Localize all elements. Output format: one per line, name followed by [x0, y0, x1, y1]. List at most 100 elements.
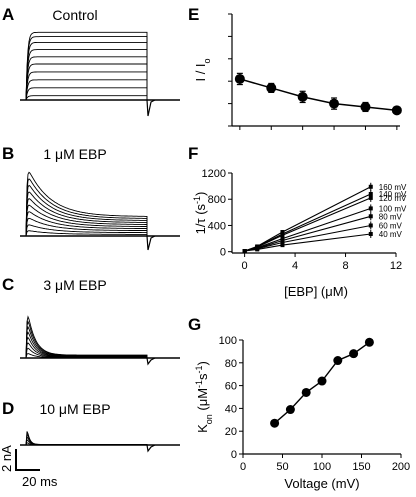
data-point	[329, 98, 340, 109]
y-tick-label: 1200	[202, 168, 226, 180]
data-point	[285, 405, 295, 415]
y-tick-label: 100	[219, 335, 237, 347]
current-trace	[20, 56, 180, 101]
panel-label-e: E	[188, 5, 199, 24]
current-trace	[20, 432, 180, 446]
series-label: 80 mV	[379, 212, 403, 221]
scale-bar: 2 nA 20 ms	[0, 445, 58, 489]
series-line	[244, 224, 371, 252]
data-point	[242, 249, 247, 254]
series-line	[244, 233, 371, 252]
x-tick-label: 50	[276, 461, 288, 473]
current-trace	[20, 224, 180, 237]
data-point	[333, 356, 343, 366]
x-tick-label: 100	[313, 461, 331, 473]
y-axis-label: 1/τ (s-1)	[192, 192, 208, 235]
x-tick-label: 0	[242, 260, 248, 272]
current-trace	[20, 435, 180, 446]
current-trace	[20, 31, 180, 101]
current-trace	[20, 204, 180, 237]
data-point	[360, 101, 371, 112]
x-tick-label: 200	[392, 461, 410, 473]
data-point	[280, 233, 285, 238]
data-point	[234, 73, 245, 84]
current-trace	[20, 178, 180, 237]
current-trace	[20, 49, 180, 101]
y-tick-label: 400	[208, 220, 226, 232]
tail-current	[146, 357, 156, 366]
current-trace	[20, 315, 180, 359]
y-tick-label: 800	[208, 194, 226, 206]
data-point	[364, 337, 374, 347]
tail-current	[146, 235, 156, 251]
data-point	[391, 105, 402, 116]
data-point	[280, 243, 285, 248]
series-label: 60 mV	[379, 221, 403, 230]
tail-current	[146, 444, 156, 453]
current-trace	[20, 87, 180, 101]
data-point	[349, 349, 359, 359]
current-trace	[20, 217, 180, 237]
scale-bar-current-label: 2 nA	[0, 445, 14, 472]
y-axis-label: I / Io	[193, 58, 212, 81]
panel-label-b: B	[2, 144, 14, 163]
data-point	[301, 387, 311, 397]
y-axis-label: Kon (μM-1s-1)	[194, 361, 214, 433]
series-label: 120 mV	[379, 194, 407, 203]
y-tick-label: 0	[231, 449, 237, 461]
trace-title-1um: 1 μM EBP	[43, 146, 106, 162]
current-traces-10um	[20, 431, 180, 453]
current-traces-control	[20, 31, 180, 117]
trace-title-control: Control	[52, 7, 97, 23]
current-trace	[20, 191, 180, 237]
x-tick-label: 8	[342, 260, 348, 272]
panel-label-d: D	[2, 399, 14, 418]
data-point	[266, 82, 277, 93]
current-traces-3um	[20, 315, 180, 366]
series-label: 100 mV	[379, 204, 407, 213]
panel-label-g: G	[188, 315, 201, 334]
current-trace	[20, 95, 180, 101]
current-trace	[20, 79, 180, 101]
current-trace	[20, 184, 180, 237]
trace-title-10um: 10 μM EBP	[39, 401, 110, 417]
current-trace	[20, 431, 180, 446]
data-point	[297, 91, 308, 102]
panel-label-f: F	[188, 144, 198, 163]
current-trace	[20, 198, 180, 237]
trace-title-3um: 3 μM EBP	[43, 277, 106, 293]
panel-label-c: C	[2, 275, 14, 294]
y-tick-label: 40	[225, 403, 237, 415]
current-trace	[20, 41, 180, 101]
series-line	[239, 78, 397, 112]
x-axis-label: Voltage (mV)	[284, 476, 359, 491]
series-line	[244, 186, 372, 252]
data-point	[317, 376, 327, 386]
y-tick-label: 60	[225, 381, 237, 393]
data-point	[255, 247, 260, 252]
chart-f-rate-vs-ebp: 0 4 8 12 0 400 800 1200 [EBP] (μM) 1/τ (s-1) 160 m…	[192, 168, 407, 299]
x-tick-label: 12	[390, 260, 402, 272]
current-trace	[20, 171, 180, 237]
panel-label-a: A	[2, 5, 14, 24]
data-point	[280, 240, 285, 245]
y-tick-label: 80	[225, 358, 237, 370]
y-tick-label: 0	[220, 247, 226, 259]
x-tick-label: 0	[240, 461, 246, 473]
scale-bar-time-label: 20 ms	[22, 474, 58, 489]
series-label: 160 mV	[379, 183, 407, 192]
current-trace	[20, 63, 180, 101]
chart-e-current-ratio: I / Io	[193, 13, 402, 130]
series-label: 140 mV	[379, 190, 407, 199]
chart-g-kon-vs-voltage: 0 50 100 150 200 0 20 40 60 80 100 Voltage (mV) Kon …	[194, 335, 410, 491]
current-trace	[20, 211, 180, 237]
x-axis-label: [EBP] (μM)	[284, 284, 348, 299]
current-trace	[20, 71, 180, 101]
y-tick-label: 20	[225, 426, 237, 438]
current-trace	[20, 36, 180, 101]
series-label: 40 mV	[379, 230, 403, 239]
current-trace	[20, 230, 180, 237]
x-tick-label: 4	[292, 260, 298, 272]
current-traces-1um	[20, 171, 180, 251]
